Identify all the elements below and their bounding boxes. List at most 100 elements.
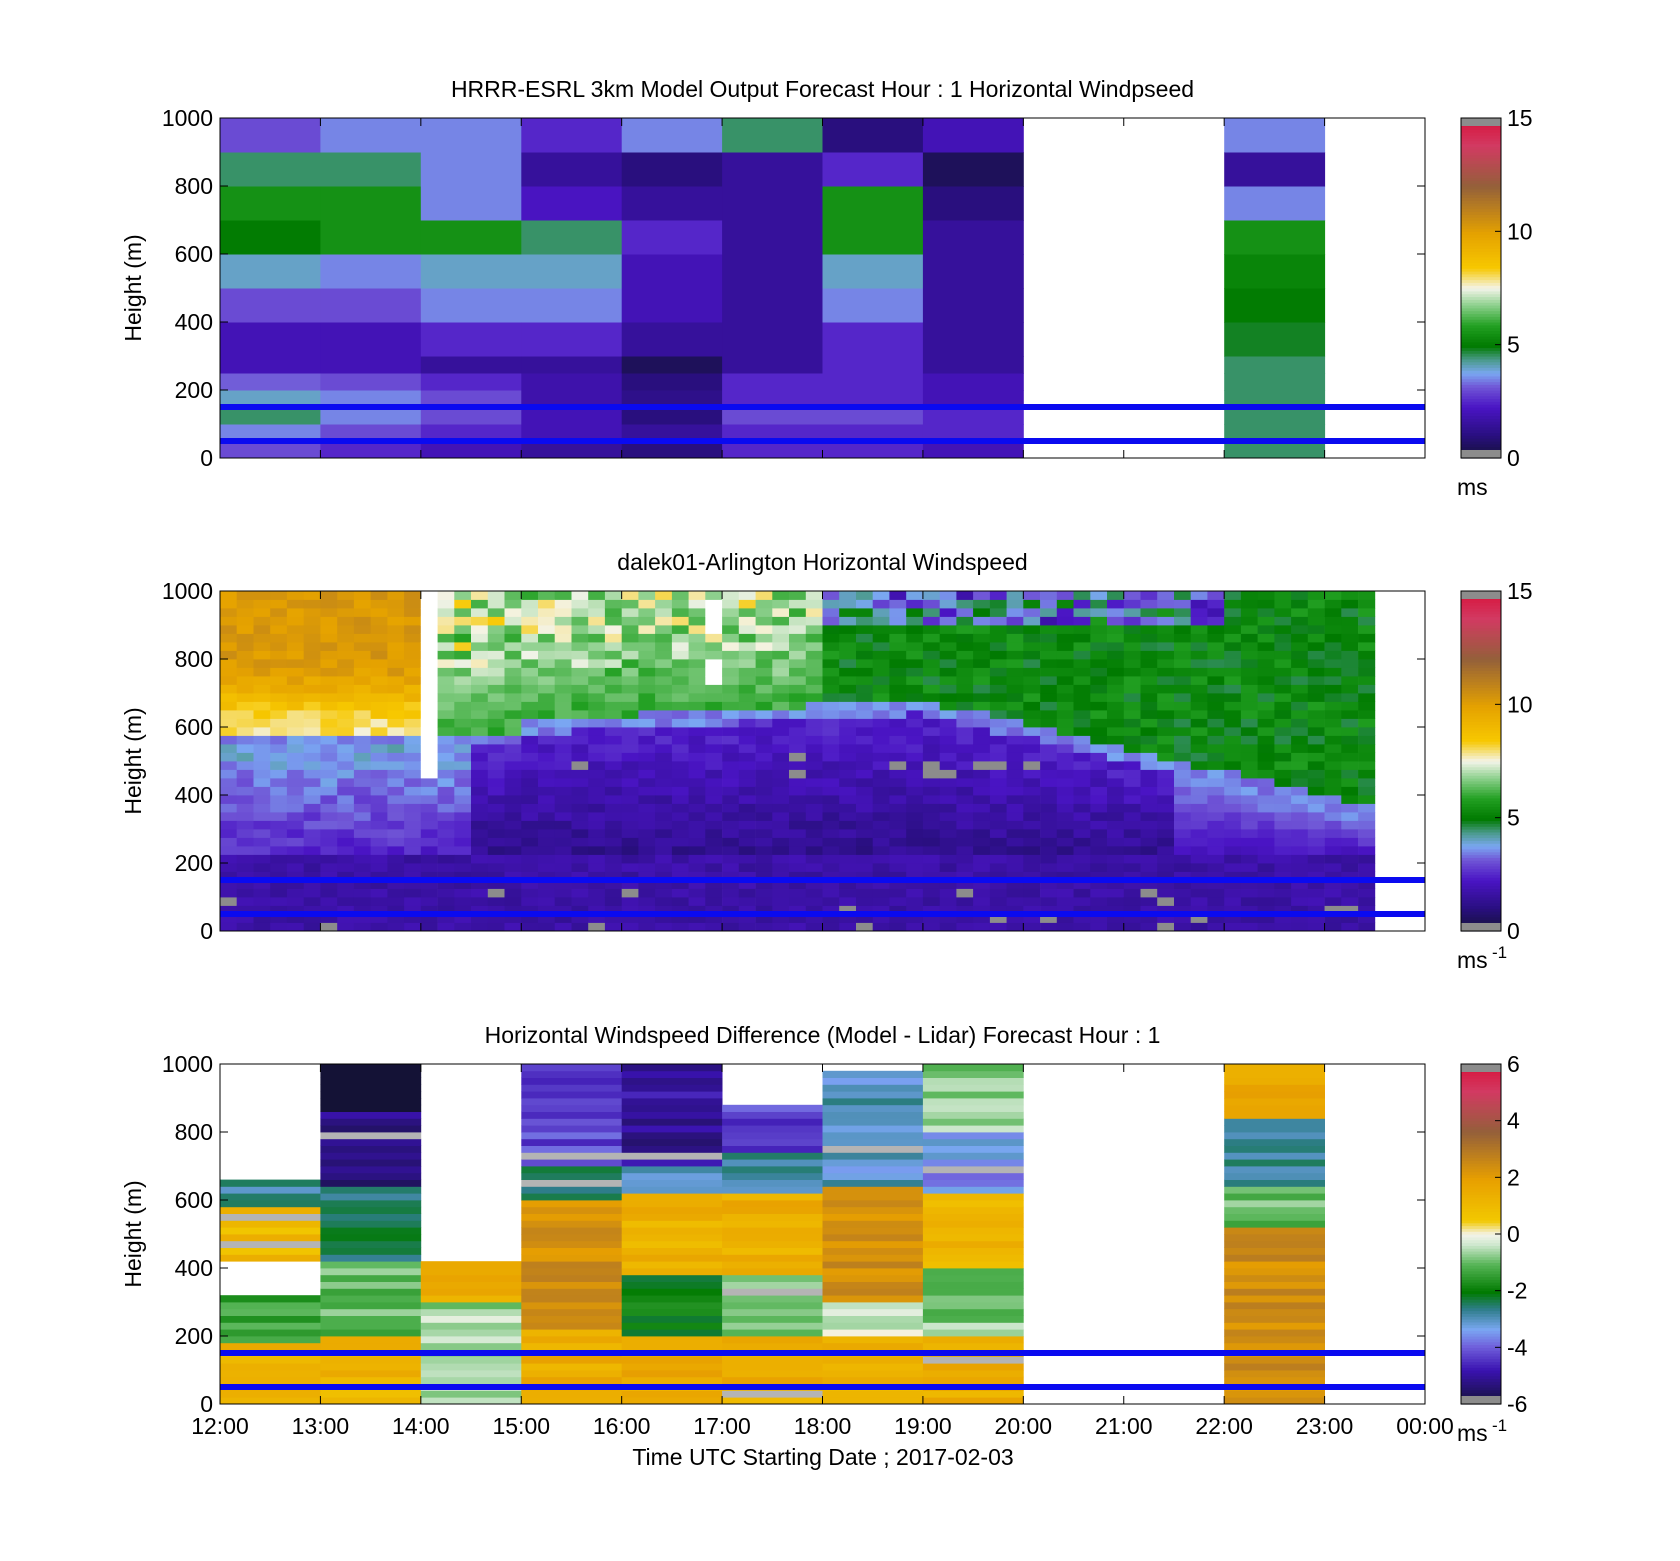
lidar-cell <box>688 667 706 677</box>
lidar-cell <box>554 795 572 804</box>
model-cell <box>320 322 422 357</box>
model-cell <box>722 407 823 425</box>
diff-cell <box>220 1329 321 1337</box>
lidar-cell <box>872 684 890 694</box>
lidar-cell <box>856 667 874 677</box>
lidar-cell <box>604 633 622 643</box>
lidar-cell <box>1023 786 1041 796</box>
lidar-cell <box>1023 778 1041 787</box>
lidar-cell <box>872 769 890 779</box>
lidar-cell <box>404 863 422 872</box>
lidar-cell <box>554 888 572 898</box>
colorbar-swatch <box>1461 1336 1501 1340</box>
lidar-cell <box>655 625 673 634</box>
lidar-cell <box>1190 914 1208 923</box>
colorbar-swatch <box>1461 1256 1501 1261</box>
lidar-cell <box>906 667 924 677</box>
colorbar-swatch <box>1461 1202 1501 1207</box>
lidar-cell <box>1240 752 1258 762</box>
lidar-cell <box>906 761 924 770</box>
lidar-cell <box>571 769 589 779</box>
lidar-cell <box>1257 795 1275 804</box>
lidar-cell <box>420 642 438 651</box>
lidar-cell <box>420 693 438 702</box>
diff-cell <box>521 1356 623 1364</box>
lidar-cell <box>571 778 589 787</box>
lidar-cell <box>671 710 689 719</box>
lidar-cell <box>286 642 304 651</box>
model-cell <box>220 220 321 255</box>
lidar-cell <box>1056 616 1074 626</box>
lidar-cell <box>554 871 572 881</box>
lidar-cell <box>437 761 455 770</box>
lidar-cell <box>1291 829 1309 838</box>
lidar-cell <box>1341 786 1359 796</box>
diff-cell <box>922 1234 1024 1242</box>
lidar-cell <box>554 769 572 779</box>
lidar-cell <box>387 650 405 660</box>
diff-cell <box>822 1363 924 1371</box>
lidar-cell <box>1140 625 1158 634</box>
lidar-cell <box>1240 667 1258 677</box>
lidar-cell <box>588 863 606 872</box>
lidar-cell <box>420 786 438 796</box>
lidar-cell <box>1157 701 1175 711</box>
lidar-cell <box>805 914 823 923</box>
colorbar-swatch <box>1461 741 1501 745</box>
lidar-cell <box>353 812 371 821</box>
lidar-cell <box>805 591 823 600</box>
y-tick-label: 400 <box>175 782 213 808</box>
lidar-cell <box>1207 761 1225 770</box>
diff-cell <box>220 1179 321 1187</box>
y-tick-label: 400 <box>175 309 213 335</box>
lidar-cell <box>554 650 572 660</box>
lidar-cell <box>688 914 706 923</box>
lidar-cell <box>420 744 438 753</box>
lidar-cell <box>1307 897 1325 906</box>
lidar-cell <box>1207 863 1225 872</box>
model-cell <box>922 390 1024 408</box>
diff-cell <box>1224 1091 1325 1099</box>
lidar-cell <box>1023 633 1041 643</box>
lidar-cell <box>1157 922 1175 931</box>
lidar-cell <box>872 795 890 804</box>
colorbar-swatch <box>1461 738 1501 742</box>
model-cell <box>722 322 823 357</box>
diff-cell <box>922 1281 1024 1289</box>
colorbar-swatch <box>1461 446 1501 451</box>
lidar-cell <box>253 905 271 915</box>
colorbar-swatch <box>1461 288 1501 292</box>
lidar-cell <box>504 744 522 753</box>
lidar-cell <box>1174 863 1192 872</box>
lidar-cell <box>1056 608 1074 617</box>
lidar-cell <box>688 642 706 651</box>
diff-cell <box>922 1125 1024 1133</box>
x-tick-label: 20:00 <box>995 1413 1053 1439</box>
lidar-cell <box>722 616 740 626</box>
lidar-cell <box>1190 701 1208 711</box>
diff-cell <box>320 1206 422 1214</box>
lidar-cell <box>1324 625 1342 634</box>
diff-cell <box>822 1288 924 1296</box>
lidar-cell <box>688 820 706 830</box>
colorbar-swatch <box>1461 1115 1501 1119</box>
lidar-cell <box>655 837 673 847</box>
lidar-cell <box>286 608 304 617</box>
lidar-cell <box>454 608 472 617</box>
lidar-cell <box>939 769 957 779</box>
lidar-cell <box>755 914 773 923</box>
lidar-cell <box>270 650 288 660</box>
lidar-cell <box>220 727 238 736</box>
lidar-cell <box>337 684 355 694</box>
lidar-cell <box>805 786 823 796</box>
diff-cell <box>822 1329 924 1337</box>
lidar-cell <box>253 897 271 906</box>
lidar-cell <box>1006 710 1024 719</box>
lidar-cell <box>939 761 957 770</box>
diff-cell <box>220 1220 321 1228</box>
lidar-cell <box>320 744 338 753</box>
lidar-cell <box>1140 744 1158 753</box>
diff-cell <box>521 1064 623 1072</box>
lidar-cell <box>1023 710 1041 719</box>
